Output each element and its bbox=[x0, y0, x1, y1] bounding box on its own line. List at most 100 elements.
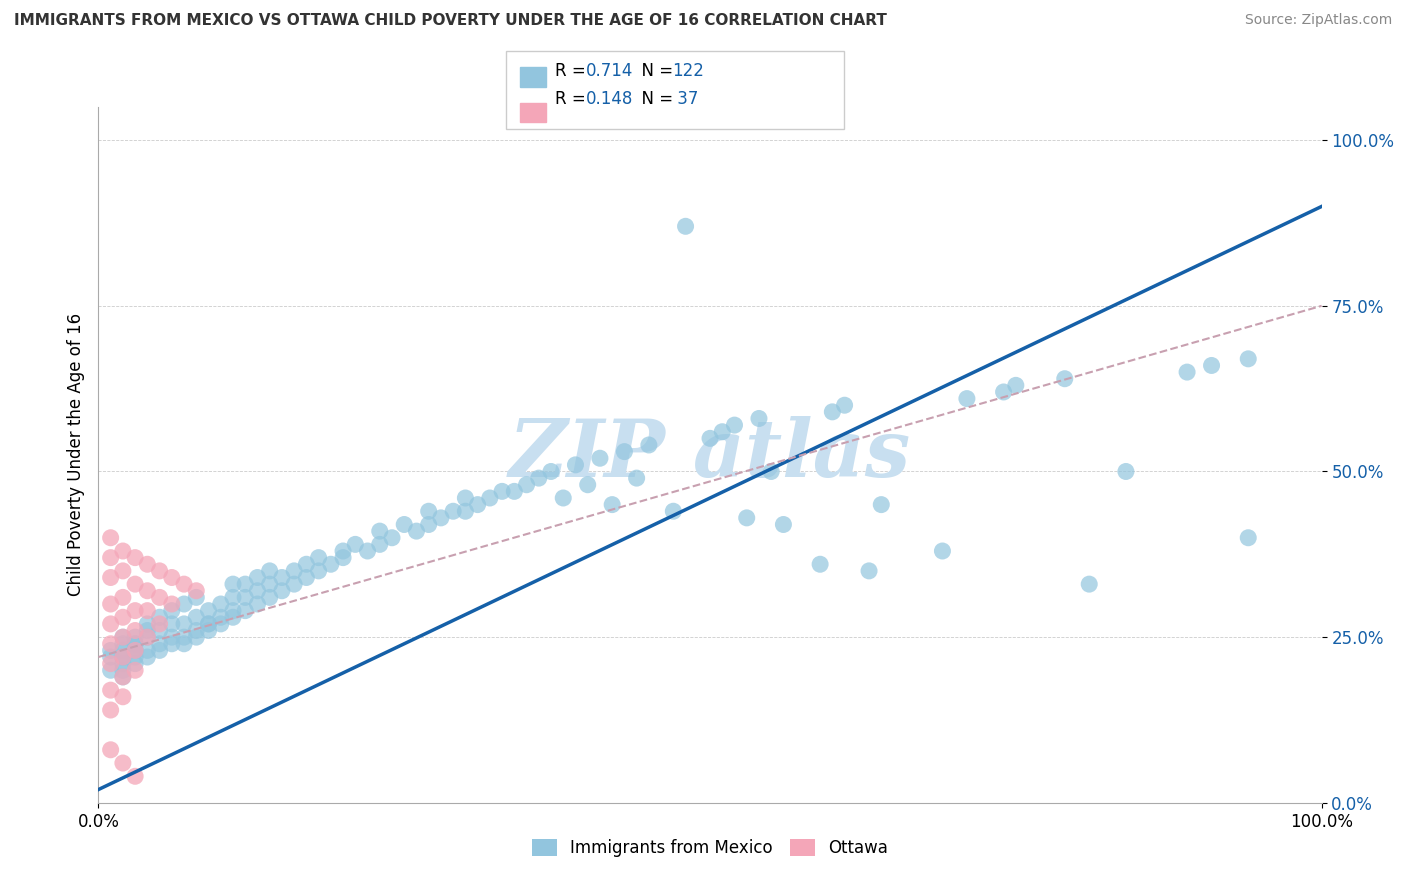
Point bbox=[149, 616, 172, 631]
Point bbox=[111, 643, 134, 657]
Point bbox=[233, 577, 256, 591]
Point bbox=[699, 431, 721, 445]
Point bbox=[246, 597, 269, 611]
Point bbox=[540, 465, 562, 479]
Point bbox=[186, 624, 208, 638]
Point bbox=[295, 570, 318, 584]
Point bbox=[675, 219, 697, 234]
Point bbox=[246, 570, 269, 584]
Point bbox=[160, 604, 183, 618]
Text: N =: N = bbox=[631, 62, 679, 79]
Point bbox=[136, 616, 159, 631]
Point bbox=[124, 769, 146, 783]
Point bbox=[111, 630, 134, 644]
Point bbox=[381, 531, 404, 545]
Point bbox=[149, 624, 172, 638]
Point bbox=[441, 504, 464, 518]
Point bbox=[136, 650, 159, 665]
Point bbox=[111, 650, 134, 665]
Point bbox=[186, 630, 208, 644]
Point bbox=[1053, 372, 1076, 386]
Point bbox=[100, 663, 122, 677]
Point bbox=[356, 544, 378, 558]
Point bbox=[160, 637, 183, 651]
Point bbox=[173, 630, 195, 644]
Point bbox=[993, 384, 1015, 399]
Point bbox=[136, 630, 159, 644]
Point bbox=[100, 650, 122, 665]
Point bbox=[136, 558, 159, 572]
Point bbox=[515, 477, 537, 491]
Point bbox=[160, 597, 183, 611]
Point bbox=[111, 756, 134, 770]
Point bbox=[173, 637, 195, 651]
Point bbox=[344, 537, 367, 551]
Point bbox=[111, 564, 134, 578]
Point bbox=[564, 458, 586, 472]
Point bbox=[100, 531, 122, 545]
Point bbox=[711, 425, 734, 439]
Point bbox=[186, 591, 208, 605]
Point bbox=[100, 637, 122, 651]
Point bbox=[124, 657, 146, 671]
Point bbox=[111, 591, 134, 605]
Point bbox=[100, 703, 122, 717]
Point bbox=[111, 690, 134, 704]
Point bbox=[259, 591, 281, 605]
Point bbox=[111, 670, 134, 684]
Point bbox=[430, 511, 453, 525]
Text: Source: ZipAtlas.com: Source: ZipAtlas.com bbox=[1244, 13, 1392, 28]
Point bbox=[834, 398, 856, 412]
Point bbox=[1115, 465, 1137, 479]
Point bbox=[111, 544, 134, 558]
Point bbox=[111, 663, 134, 677]
Point bbox=[100, 743, 122, 757]
Point bbox=[124, 637, 146, 651]
Point bbox=[808, 558, 831, 572]
Point bbox=[368, 537, 391, 551]
Point bbox=[319, 558, 342, 572]
Point bbox=[576, 477, 599, 491]
Point bbox=[1237, 531, 1260, 545]
Point bbox=[124, 650, 146, 665]
Point bbox=[111, 637, 134, 651]
Point bbox=[209, 597, 232, 611]
Point bbox=[124, 643, 146, 657]
Point bbox=[111, 657, 134, 671]
Point bbox=[1078, 577, 1101, 591]
Legend: Immigrants from Mexico, Ottawa: Immigrants from Mexico, Ottawa bbox=[526, 832, 894, 864]
Point bbox=[111, 670, 134, 684]
Point bbox=[600, 498, 623, 512]
Point bbox=[772, 517, 794, 532]
Point bbox=[136, 643, 159, 657]
Point bbox=[160, 630, 183, 644]
Point bbox=[503, 484, 526, 499]
Text: R =: R = bbox=[555, 62, 592, 79]
Point bbox=[111, 650, 134, 665]
Point bbox=[735, 511, 758, 525]
Point bbox=[222, 604, 245, 618]
Point bbox=[626, 471, 648, 485]
Point bbox=[723, 418, 745, 433]
Point bbox=[613, 444, 636, 458]
Point bbox=[186, 583, 208, 598]
Point bbox=[246, 583, 269, 598]
Point bbox=[821, 405, 844, 419]
Point bbox=[1004, 378, 1026, 392]
Point bbox=[124, 624, 146, 638]
Text: ZIP atlas: ZIP atlas bbox=[509, 417, 911, 493]
Point bbox=[149, 610, 172, 624]
Point bbox=[283, 577, 305, 591]
Point bbox=[197, 616, 219, 631]
Point bbox=[308, 550, 330, 565]
Point bbox=[160, 570, 183, 584]
Point bbox=[1237, 351, 1260, 366]
Point bbox=[197, 624, 219, 638]
Point bbox=[467, 498, 489, 512]
Point bbox=[136, 583, 159, 598]
Point bbox=[454, 491, 477, 505]
Point bbox=[149, 643, 172, 657]
Point bbox=[931, 544, 953, 558]
Point bbox=[589, 451, 612, 466]
Y-axis label: Child Poverty Under the Age of 16: Child Poverty Under the Age of 16 bbox=[66, 313, 84, 597]
